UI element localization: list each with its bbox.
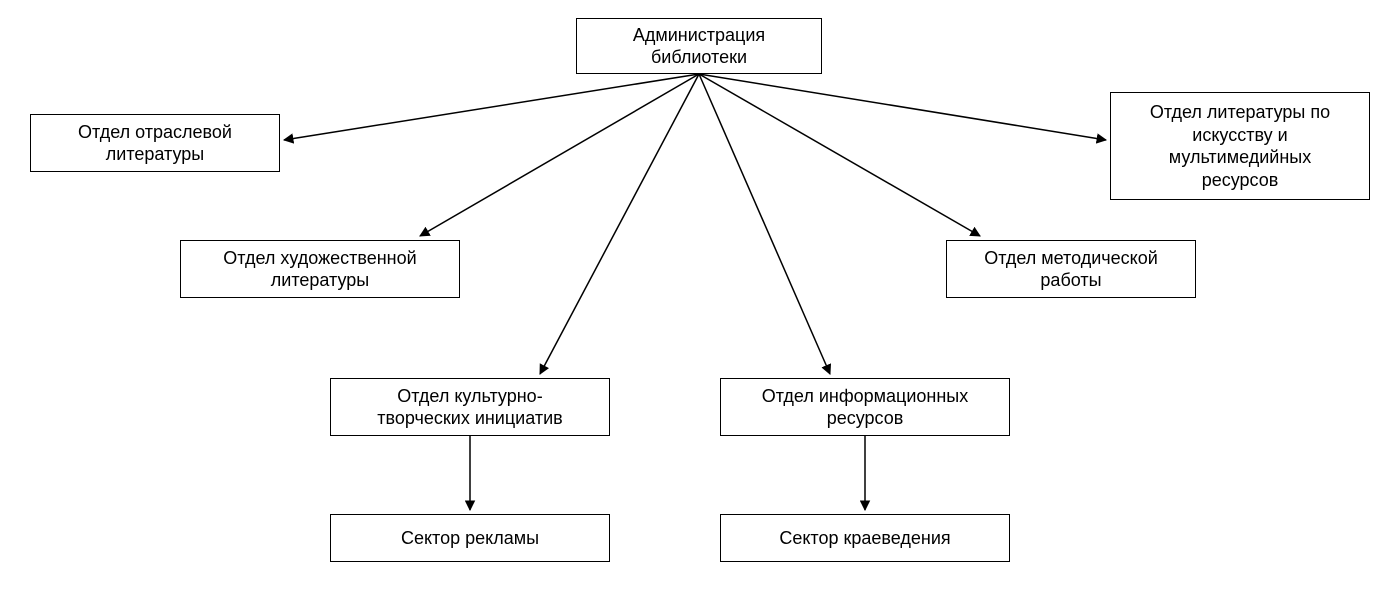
node-dept-info-resources: Отдел информационныхресурсов (720, 378, 1010, 436)
edge-root-n5 (540, 74, 699, 374)
org-chart-canvas: Администрациябиблиотеки Отдел отраслевой… (0, 0, 1400, 599)
node-dept-art-multimedia: Отдел литературы поискусству имультимеди… (1110, 92, 1370, 200)
edge-root-n4 (699, 74, 980, 236)
node-label: Сектор рекламы (401, 527, 539, 550)
node-dept-industry-lit: Отдел отраслевойлитературы (30, 114, 280, 172)
node-label: Отдел литературы поискусству имультимеди… (1150, 101, 1330, 191)
node-dept-cultural-creative: Отдел культурно-творческих инициатив (330, 378, 610, 436)
node-dept-fiction: Отдел художественнойлитературы (180, 240, 460, 298)
edge-root-n1 (284, 74, 699, 140)
edge-root-n6 (699, 74, 830, 374)
node-sector-advertising: Сектор рекламы (330, 514, 610, 562)
node-label: Отдел информационныхресурсов (762, 385, 968, 430)
edge-root-n2 (699, 74, 1106, 140)
node-label: Отдел отраслевойлитературы (78, 121, 232, 166)
node-root: Администрациябиблиотеки (576, 18, 822, 74)
node-sector-local-history: Сектор краеведения (720, 514, 1010, 562)
node-label: Отдел художественнойлитературы (223, 247, 416, 292)
node-label: Отдел культурно-творческих инициатив (377, 385, 562, 430)
node-dept-methodical: Отдел методическойработы (946, 240, 1196, 298)
edges-layer (0, 0, 1400, 599)
edge-root-n3 (420, 74, 699, 236)
node-label: Администрациябиблиотеки (633, 24, 765, 69)
node-label: Отдел методическойработы (984, 247, 1158, 292)
node-label: Сектор краеведения (779, 527, 950, 550)
